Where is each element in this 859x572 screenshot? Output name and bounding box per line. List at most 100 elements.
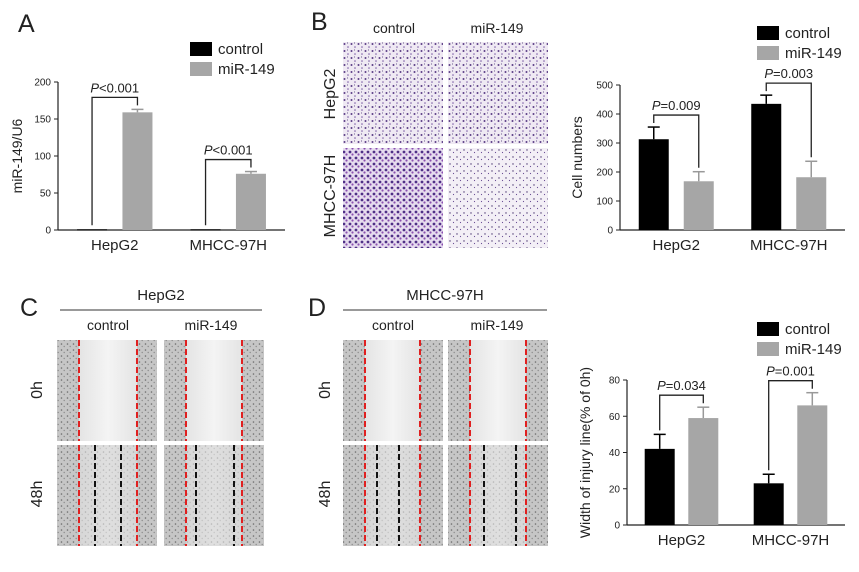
bar-control-hepg2 <box>77 229 108 231</box>
panel-a: A 0 50 100 150 200 miR-149/U6 HepG2 MHCC-97H P<0… <box>9 10 285 254</box>
panel-d-row-0h: 0h <box>317 381 334 399</box>
x-tick-label: MHCC-97H <box>189 237 267 254</box>
legend-swatch <box>190 62 212 76</box>
x-tick-label: HepG2 <box>658 532 706 549</box>
bar-control-mhcc-97h <box>190 229 221 231</box>
y-tick-label: 500 <box>596 81 613 92</box>
panel-c-title: HepG2 <box>137 287 185 304</box>
legend-swatch <box>190 42 212 56</box>
wound-gap <box>365 340 420 441</box>
panel-c-col-mir149: miR-149 <box>185 317 238 333</box>
y-tick-label: 200 <box>34 78 51 89</box>
panel-d-title: MHCC-97H <box>406 287 484 304</box>
significance-bracket <box>659 394 704 431</box>
bar-mir-149-mhcc-97h <box>797 405 828 525</box>
y-tick-label: 200 <box>596 168 613 179</box>
wound-gap <box>186 340 242 441</box>
panel-label-c: C <box>20 294 38 322</box>
y-tick-label: 60 <box>609 412 621 423</box>
legend-label: miR-149 <box>218 61 275 78</box>
bar-control-hepg2 <box>644 448 675 525</box>
panel-c-row-0h: 0h <box>29 381 46 399</box>
chart-a: 0 50 100 150 200 miR-149/U6 HepG2 MHCC-97H P<0.0… <box>9 41 285 254</box>
y-tick-label: 150 <box>34 115 51 126</box>
wound-gap <box>470 445 526 546</box>
bar-mir-149-hepg2 <box>122 112 153 230</box>
significance-bracket <box>653 114 700 168</box>
panel-label-b: B <box>311 8 328 36</box>
p-value-label: P=0.001 <box>766 364 815 379</box>
panel-b: B control miR-149 HepG2 MHCC-97H 0 100 200… <box>311 8 845 254</box>
bar-mir-149-hepg2 <box>688 418 719 525</box>
p-value-label: P=0.034 <box>657 378 706 393</box>
transwell-image-mhcc97h-control <box>343 148 443 248</box>
wound-images-d <box>343 340 548 546</box>
y-tick-label: 0 <box>607 226 613 237</box>
y-axis-label: Width of injury line(% of 0h) <box>577 367 593 538</box>
bar-control-mhcc-97h <box>751 103 782 230</box>
significance-bracket <box>765 82 812 158</box>
panel-b-col-mir149: miR-149 <box>471 20 524 36</box>
y-tick-label: 100 <box>34 152 51 163</box>
legend-label: miR-149 <box>785 45 842 62</box>
x-tick-label: HepG2 <box>652 237 700 254</box>
panel-c: C HepG2 control miR-149 0h 48h <box>20 287 264 546</box>
y-tick-label: 100 <box>596 197 613 208</box>
y-axis-label: miR-149/U6 <box>9 118 25 193</box>
y-axis-label: Cell numbers <box>569 116 585 198</box>
legend-swatch <box>757 342 779 356</box>
panel-c-col-control: control <box>87 317 129 333</box>
y-tick-label: 400 <box>596 110 613 121</box>
x-tick-label: MHCC-97H <box>750 237 828 254</box>
panel-d-col-control: control <box>372 317 414 333</box>
p-value-label: P<0.001 <box>90 80 139 95</box>
transwell-image-hepg2-control <box>343 42 443 144</box>
y-tick-label: 20 <box>609 484 621 495</box>
p-value-label: P=0.009 <box>652 98 701 113</box>
panel-b-col-control: control <box>373 20 415 36</box>
wound-gap <box>470 340 526 441</box>
wound-gap <box>79 340 137 441</box>
significance-bracket <box>204 158 252 226</box>
bar-mir-149-hepg2 <box>683 181 714 230</box>
y-tick-label: 0 <box>614 521 620 532</box>
panel-d-row-48h: 48h <box>317 481 334 508</box>
y-tick-label: 0 <box>45 226 51 237</box>
legend-label: control <box>218 41 263 58</box>
panel-label-d: D <box>308 294 326 322</box>
wound-gap <box>365 445 420 546</box>
x-tick-label: MHCC-97H <box>752 532 830 549</box>
panel-c-row-48h: 48h <box>29 481 46 508</box>
panel-label-a: A <box>18 10 35 38</box>
bar-control-hepg2 <box>638 139 669 230</box>
bar-mir-149-mhcc-97h <box>796 177 827 230</box>
bar-mir-149-mhcc-97h <box>235 173 266 230</box>
chart-b: 0 100 200 300 400 500 Cell numbers HepG2 MHCC-97… <box>569 25 845 254</box>
y-tick-label: 40 <box>609 448 621 459</box>
transwell-image-hepg2-mir149 <box>448 42 548 144</box>
y-tick-label: 300 <box>596 139 613 150</box>
p-value-label: P<0.001 <box>204 143 253 158</box>
panel-d: D MHCC-97H control miR-149 0h 48h 0 20 40 6… <box>308 287 845 549</box>
p-value-label: P=0.003 <box>764 66 813 81</box>
significance-bracket <box>91 96 139 226</box>
legend-swatch <box>757 322 779 336</box>
panel-b-row-hepg2: HepG2 <box>322 69 339 120</box>
panel-b-row-mhcc97h: MHCC-97H <box>322 155 339 238</box>
legend-label: miR-149 <box>785 341 842 358</box>
legend-label: control <box>785 321 830 338</box>
transwell-image-mhcc97h-mir149 <box>448 148 548 248</box>
wound-images-c <box>57 340 264 546</box>
panel-d-col-mir149: miR-149 <box>471 317 524 333</box>
significance-bracket <box>768 380 813 471</box>
x-tick-label: HepG2 <box>91 237 139 254</box>
legend-swatch <box>757 26 779 40</box>
wound-gap <box>79 445 137 546</box>
bar-control-mhcc-97h <box>753 483 784 525</box>
chart-d: 0 20 40 60 80 Width of injury line(% of 0h) He… <box>577 321 845 549</box>
y-tick-label: 50 <box>40 189 52 200</box>
legend-label: control <box>785 25 830 42</box>
y-tick-label: 80 <box>609 376 621 387</box>
legend-swatch <box>757 46 779 60</box>
